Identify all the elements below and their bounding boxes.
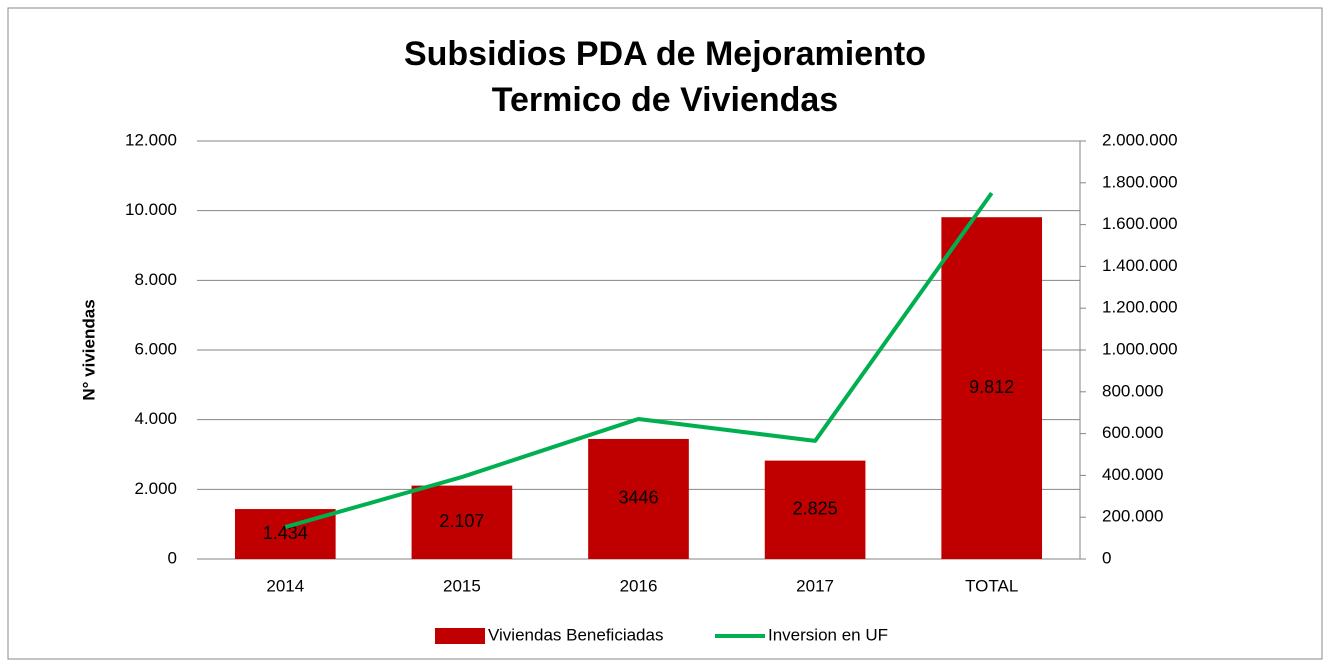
x-tick-label: 2015 xyxy=(443,576,481,595)
bar xyxy=(941,217,1043,559)
y2-tick-label: 1.000.000 xyxy=(1102,339,1178,358)
data-label: 1.434 xyxy=(263,523,308,543)
y2-tick-label: 600.000 xyxy=(1102,423,1163,442)
line xyxy=(284,191,994,529)
legend-swatch xyxy=(435,628,485,644)
x-tick-label: 2014 xyxy=(266,576,304,595)
data-label: 3446 xyxy=(618,488,658,508)
x-tick-label: 2017 xyxy=(796,576,834,595)
data-label: 9.812 xyxy=(969,377,1014,397)
y2-tick-label: 1.800.000 xyxy=(1102,172,1178,191)
y-tick-label: 4.000 xyxy=(134,409,177,428)
legend-label: Inversion en UF xyxy=(768,625,888,644)
x-tick-label: TOTAL xyxy=(965,576,1018,595)
data-label: 2.825 xyxy=(793,499,838,519)
chart-title: Termico de Viviendas xyxy=(492,81,838,119)
y-axis-label: N° viviendas xyxy=(79,299,98,400)
chart-title: Subsidios PDA de Mejoramiento xyxy=(404,35,926,73)
y2-tick-label: 200.000 xyxy=(1102,507,1163,526)
x-tick-label: 2016 xyxy=(620,576,658,595)
y2-tick-label: 1.600.000 xyxy=(1102,214,1178,233)
y2-tick-label: 1.200.000 xyxy=(1102,298,1178,317)
y2-tick-label: 2.000.000 xyxy=(1102,130,1178,149)
y-tick-label: 10.000 xyxy=(125,200,177,219)
y-tick-label: 0 xyxy=(168,548,177,567)
bar xyxy=(411,485,513,559)
legend-label: Viviendas Beneficiadas xyxy=(488,625,663,644)
data-label: 2.107 xyxy=(439,511,484,531)
y2-tick-label: 400.000 xyxy=(1102,465,1163,484)
y2-tick-label: 0 xyxy=(1102,548,1111,567)
y-tick-label: 2.000 xyxy=(134,479,177,498)
bar xyxy=(588,438,689,559)
y-tick-label: 6.000 xyxy=(134,339,177,358)
bar xyxy=(764,460,866,559)
y-tick-label: 12.000 xyxy=(125,130,177,149)
y2-tick-label: 800.000 xyxy=(1102,381,1163,400)
y-tick-label: 8.000 xyxy=(134,270,177,289)
y2-tick-label: 1.400.000 xyxy=(1102,256,1178,275)
